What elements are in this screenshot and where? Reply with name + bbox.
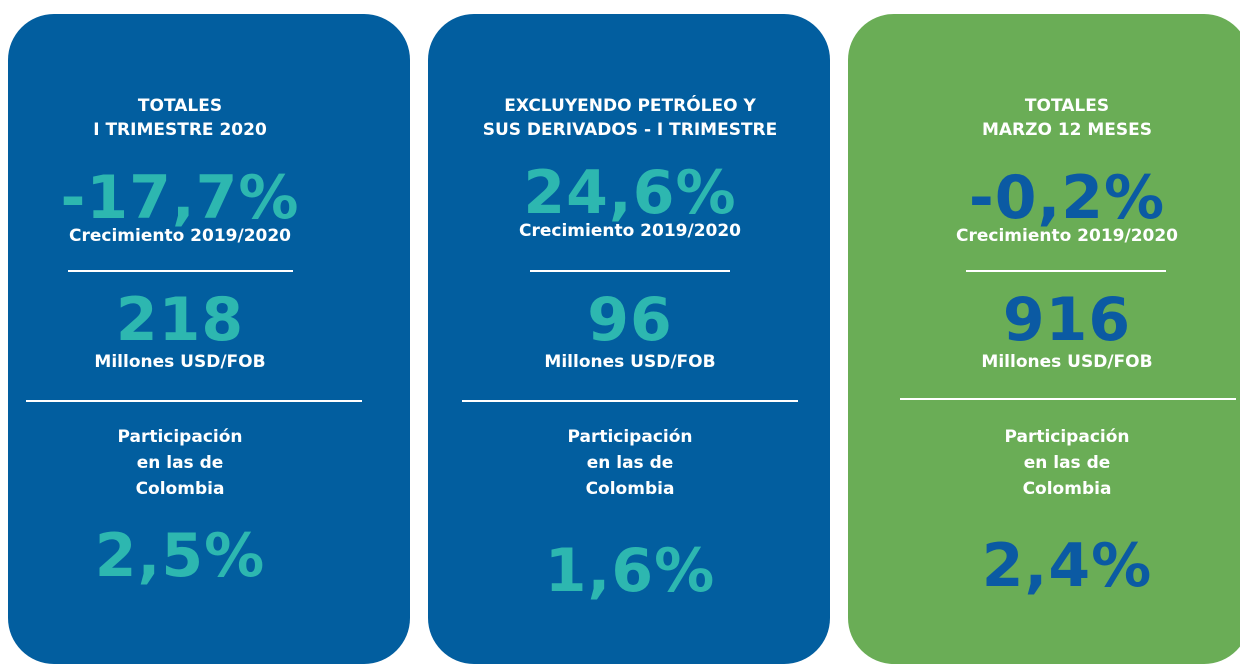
card-title: EXCLUYENDO PETRÓLEO Y xyxy=(504,96,756,116)
amount-label: Millones USD/FOB xyxy=(94,352,266,372)
share-label: Participación xyxy=(567,427,693,447)
card-title: MARZO 12 MESES xyxy=(981,120,1153,140)
divider xyxy=(462,400,798,402)
growth-value: 24,6% xyxy=(523,158,737,228)
amount-label: Millones USD/FOB xyxy=(981,352,1153,372)
amount-value: 96 xyxy=(587,285,673,355)
amount-value: 916 xyxy=(1002,285,1132,355)
share-value: 1,6% xyxy=(544,536,716,606)
growth-value: -17,7% xyxy=(60,163,300,233)
card-title: SUS DERIVADOS - I TRIMESTRE xyxy=(482,120,778,140)
share-value: 2,5% xyxy=(94,521,266,591)
divider xyxy=(68,270,293,272)
amount-value: 218 xyxy=(115,285,245,355)
card: TOTALES I TRIMESTRE 2020 -17,7% Crecimiento… xyxy=(8,14,410,664)
share-label: Colombia xyxy=(1022,479,1112,499)
share-label: en las de xyxy=(1023,453,1111,473)
divider xyxy=(26,400,362,402)
card: TOTALES MARZO 12 MESES -0,2% Crecimiento 20… xyxy=(848,14,1240,664)
card: EXCLUYENDO PETRÓLEO Y SUS DERIVADOS - I T… xyxy=(428,14,830,664)
share-label: Colombia xyxy=(135,479,225,499)
share-label: en las de xyxy=(136,453,224,473)
share-label: en las de xyxy=(586,453,674,473)
growth-label: Crecimiento 2019/2020 xyxy=(68,226,292,246)
card-title: I TRIMESTRE 2020 xyxy=(93,120,267,140)
card-title: TOTALES xyxy=(1024,96,1110,116)
divider xyxy=(900,398,1236,400)
share-value: 2,4% xyxy=(981,531,1153,601)
share-label: Participación xyxy=(1004,427,1130,447)
share-label: Colombia xyxy=(585,479,675,499)
share-label: Participación xyxy=(117,427,243,447)
divider xyxy=(966,270,1166,272)
card-title: TOTALES xyxy=(137,96,223,116)
growth-label: Crecimiento 2019/2020 xyxy=(518,221,742,241)
growth-value: -0,2% xyxy=(968,163,1166,233)
divider xyxy=(530,270,730,272)
growth-label: Crecimiento 2019/2020 xyxy=(955,226,1179,246)
amount-label: Millones USD/FOB xyxy=(544,352,716,372)
page: {"cards": [ {"title": ["TOTALES", "I TRI… xyxy=(8,14,1240,664)
